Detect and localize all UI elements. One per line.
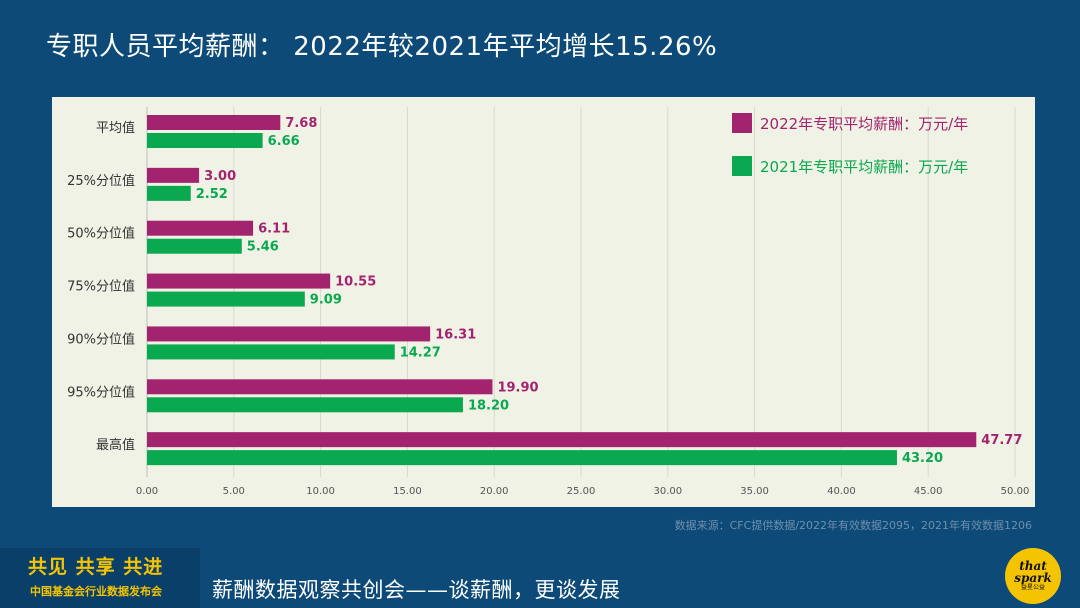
bar-2022 bbox=[147, 379, 493, 395]
logo-line2: spark bbox=[1014, 571, 1052, 585]
legend-swatch bbox=[732, 113, 752, 133]
x-tick-label: 20.00 bbox=[480, 486, 509, 497]
category-label: 50%分位值 bbox=[67, 226, 135, 242]
category-label: 最高值 bbox=[96, 437, 135, 453]
data-label: 19.90 bbox=[497, 380, 538, 395]
data-label: 16.31 bbox=[435, 327, 476, 342]
data-label: 47.77 bbox=[981, 433, 1022, 448]
bar-2021 bbox=[147, 185, 191, 201]
category-label: 平均值 bbox=[96, 120, 135, 136]
bar-2022 bbox=[147, 432, 977, 448]
x-tick-label: 0.00 bbox=[136, 486, 158, 497]
data-label: 14.27 bbox=[400, 345, 441, 360]
legend-label: 2022年专职平均薪酬：万元/年 bbox=[760, 115, 968, 133]
x-tick-label: 25.00 bbox=[567, 486, 596, 497]
category-label: 75%分位值 bbox=[67, 279, 135, 295]
x-tick-label: 30.00 bbox=[653, 486, 682, 497]
x-tick-label: 35.00 bbox=[740, 486, 769, 497]
x-tick-label: 45.00 bbox=[914, 486, 943, 497]
footer-title: 薪酬数据观察共创会——谈薪酬，更谈发展 bbox=[212, 578, 621, 602]
data-label: 6.11 bbox=[258, 222, 290, 237]
organization-name: 中国基金会行业数据发布会 bbox=[30, 585, 162, 598]
data-label: 7.68 bbox=[285, 116, 317, 131]
data-label: 18.20 bbox=[468, 398, 509, 413]
data-label: 43.20 bbox=[902, 451, 943, 466]
slogan-text: 共见 共享 共进 bbox=[28, 556, 164, 578]
chart-panel: 0.00 5.00 10.00 15.00 20.00 25.00 30.00 35.00 40… bbox=[52, 97, 1035, 507]
source-note: 数据来源：CFC提供数据/2022年有效数据2095，2021年有效数据1206 bbox=[674, 519, 1032, 532]
data-label: 3.00 bbox=[204, 169, 236, 184]
bar-2021 bbox=[147, 238, 242, 254]
bar-2022 bbox=[147, 220, 254, 236]
data-label: 2.52 bbox=[196, 187, 228, 202]
x-tick-label: 10.00 bbox=[306, 486, 335, 497]
logo-line3: 益星公益 bbox=[1020, 584, 1045, 591]
bar-2022 bbox=[147, 273, 331, 289]
category-label: 90%分位值 bbox=[67, 331, 135, 347]
bar-2021 bbox=[147, 397, 463, 413]
x-tick-label: 40.00 bbox=[827, 486, 856, 497]
bar-2021 bbox=[147, 344, 395, 360]
bar-2022 bbox=[147, 326, 431, 342]
bar-2021 bbox=[147, 450, 897, 466]
salary-bar-chart: 0.00 5.00 10.00 15.00 20.00 25.00 30.00 35.00 40… bbox=[52, 97, 1035, 507]
category-label: 95%分位值 bbox=[67, 384, 135, 400]
data-label: 5.46 bbox=[247, 240, 279, 255]
x-tick-label: 5.00 bbox=[223, 486, 245, 497]
bar-2021 bbox=[147, 291, 305, 307]
page-title: 专职人员平均薪酬： 2022年较2021年平均增长15.26% bbox=[46, 32, 718, 62]
legend-label: 2021年专职平均薪酬：万元/年 bbox=[760, 158, 968, 176]
data-label: 10.55 bbox=[335, 275, 376, 290]
category-label: 25%分位值 bbox=[67, 173, 135, 189]
bar-2021 bbox=[147, 133, 263, 148]
logo-line1: that bbox=[1019, 559, 1047, 573]
bar-2022 bbox=[147, 115, 281, 130]
x-tick-label: 15.00 bbox=[393, 486, 422, 497]
thatspark-logo: that spark 益星公益 bbox=[1005, 548, 1061, 604]
data-label: 9.09 bbox=[310, 293, 342, 308]
x-tick-label: 50.00 bbox=[1001, 486, 1030, 497]
bar-2022 bbox=[147, 167, 200, 183]
slogan-box bbox=[0, 548, 200, 608]
legend-swatch bbox=[732, 156, 752, 176]
data-label: 6.66 bbox=[268, 134, 300, 149]
